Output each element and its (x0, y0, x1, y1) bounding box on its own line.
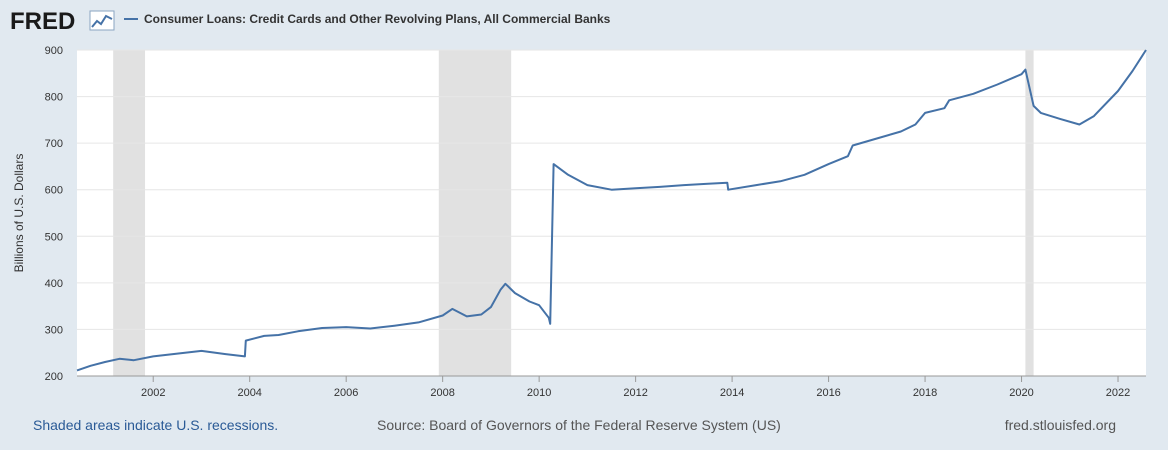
recession-band (1025, 50, 1034, 376)
site-link[interactable]: fred.stlouisfed.org (1004, 417, 1116, 433)
y-tick-label: 800 (45, 92, 63, 104)
chart: FRED Consumer Loans: Credit Cards and Ot… (10, 8, 1147, 399)
x-tick-label: 2018 (913, 387, 937, 399)
x-tick-label: 2006 (334, 387, 358, 399)
recession-note: Shaded areas indicate U.S. recessions. (33, 417, 279, 433)
y-tick-label: 400 (45, 278, 63, 290)
recession-layer (113, 50, 1034, 376)
y-tick-label: 500 (45, 231, 63, 243)
y-tick-label: 600 (45, 185, 63, 197)
y-tick-label: 300 (45, 324, 63, 336)
fred-logo-chart-icon (89, 10, 115, 31)
y-tick-label: 200 (45, 371, 63, 383)
source-note: Source: Board of Governors of the Federa… (377, 417, 781, 433)
y-tick-label: 700 (45, 138, 63, 150)
x-tick-label: 2002 (141, 387, 165, 399)
series-line (76, 49, 1147, 372)
x-tick-label: 2010 (527, 387, 551, 399)
x-tick-label: 2020 (1009, 387, 1033, 399)
grid-layer (77, 49, 1146, 377)
x-tick-label: 2014 (720, 387, 744, 399)
y-axis-label: Billions of U.S. Dollars (12, 154, 26, 273)
x-tick-label: 2008 (430, 387, 454, 399)
x-axis-ticks: 2002 2004 2006 2008 2010 2012 2014 2016 2018 2020… (77, 375, 1146, 399)
series-layer (76, 49, 1147, 372)
x-tick-label: 2012 (623, 387, 647, 399)
x-tick-label: 2022 (1106, 387, 1130, 399)
recession-band (113, 50, 146, 376)
y-tick-label: 900 (45, 45, 63, 57)
y-axis-ticks: 200 300 400 500 600 700 800 900 (45, 45, 63, 383)
x-tick-label: 2016 (816, 387, 840, 399)
recession-band (438, 50, 512, 376)
plot-area (77, 50, 1146, 376)
chart-title: Consumer Loans: Credit Cards and Other R… (144, 12, 611, 26)
fred-logo[interactable]: FRED (10, 8, 75, 35)
x-tick-label: 2004 (237, 387, 261, 399)
